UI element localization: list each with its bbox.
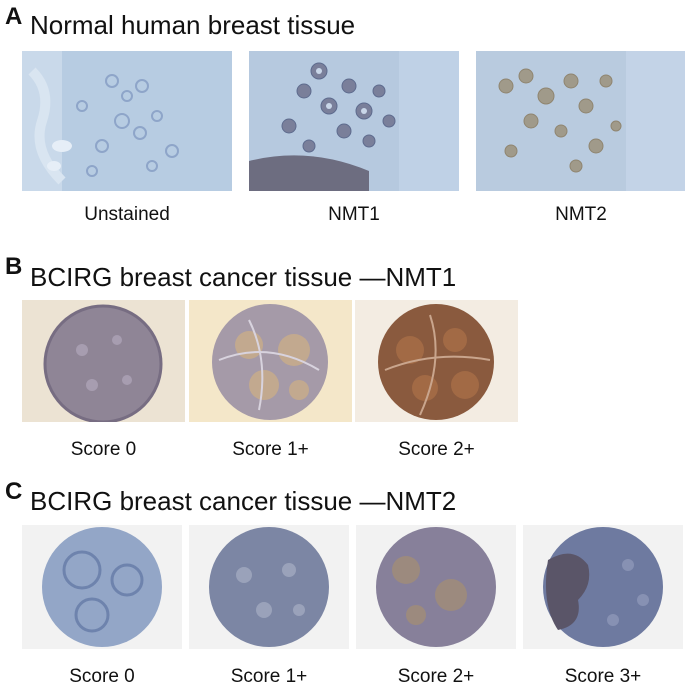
nmt2-score-1-image	[189, 525, 349, 649]
caption-unstained: Unstained	[84, 204, 170, 225]
panel-letter-b: B	[5, 253, 23, 280]
nmt1-score-0-image	[22, 300, 185, 422]
nmt2-score-3-image	[523, 525, 683, 649]
normal-tissue-nmt1-image	[249, 51, 459, 191]
caption-nmt2: NMT2	[555, 204, 607, 225]
caption-nmt2-score-3: Score 3+	[564, 666, 642, 687]
caption-nmt1-score-2: Score 2+	[398, 439, 475, 460]
tissue-core-icon	[22, 300, 185, 422]
tissue-core-icon	[22, 525, 182, 649]
nmt1-stained-icon	[249, 51, 459, 191]
tissue-core-icon	[523, 525, 683, 649]
normal-tissue-nmt2-image	[476, 51, 685, 191]
caption-nmt2-score-0: Score 0	[69, 666, 135, 687]
tissue-core-icon	[189, 300, 352, 422]
nmt1-score-1-image	[189, 300, 352, 422]
caption-nmt2-score-2: Score 2+	[397, 666, 475, 687]
panel-c-title: BCIRG breast cancer tissue —NMT2	[30, 486, 457, 516]
panel-letter-a: A	[5, 3, 23, 30]
normal-tissue-unstained-image	[22, 51, 232, 191]
unstained-icon	[22, 51, 232, 191]
caption-nmt1-score-0: Score 0	[70, 439, 137, 460]
caption-nmt2-score-1: Score 1+	[230, 666, 308, 687]
nmt2-score-0-image	[22, 525, 182, 649]
nmt2-stained-icon	[476, 51, 685, 191]
caption-nmt1-score-1: Score 1+	[232, 439, 309, 460]
tissue-core-icon	[356, 525, 516, 649]
nmt1-score-2-image	[355, 300, 518, 422]
panel-letter-c: C	[5, 478, 23, 505]
caption-nmt1: NMT1	[328, 204, 380, 225]
tissue-core-icon	[189, 525, 349, 649]
nmt2-score-2-image	[356, 525, 516, 649]
panel-b-title: BCIRG breast cancer tissue —NMT1	[30, 262, 457, 292]
tissue-core-icon	[355, 300, 518, 422]
panel-a-title: Normal human breast tissue	[30, 10, 356, 40]
